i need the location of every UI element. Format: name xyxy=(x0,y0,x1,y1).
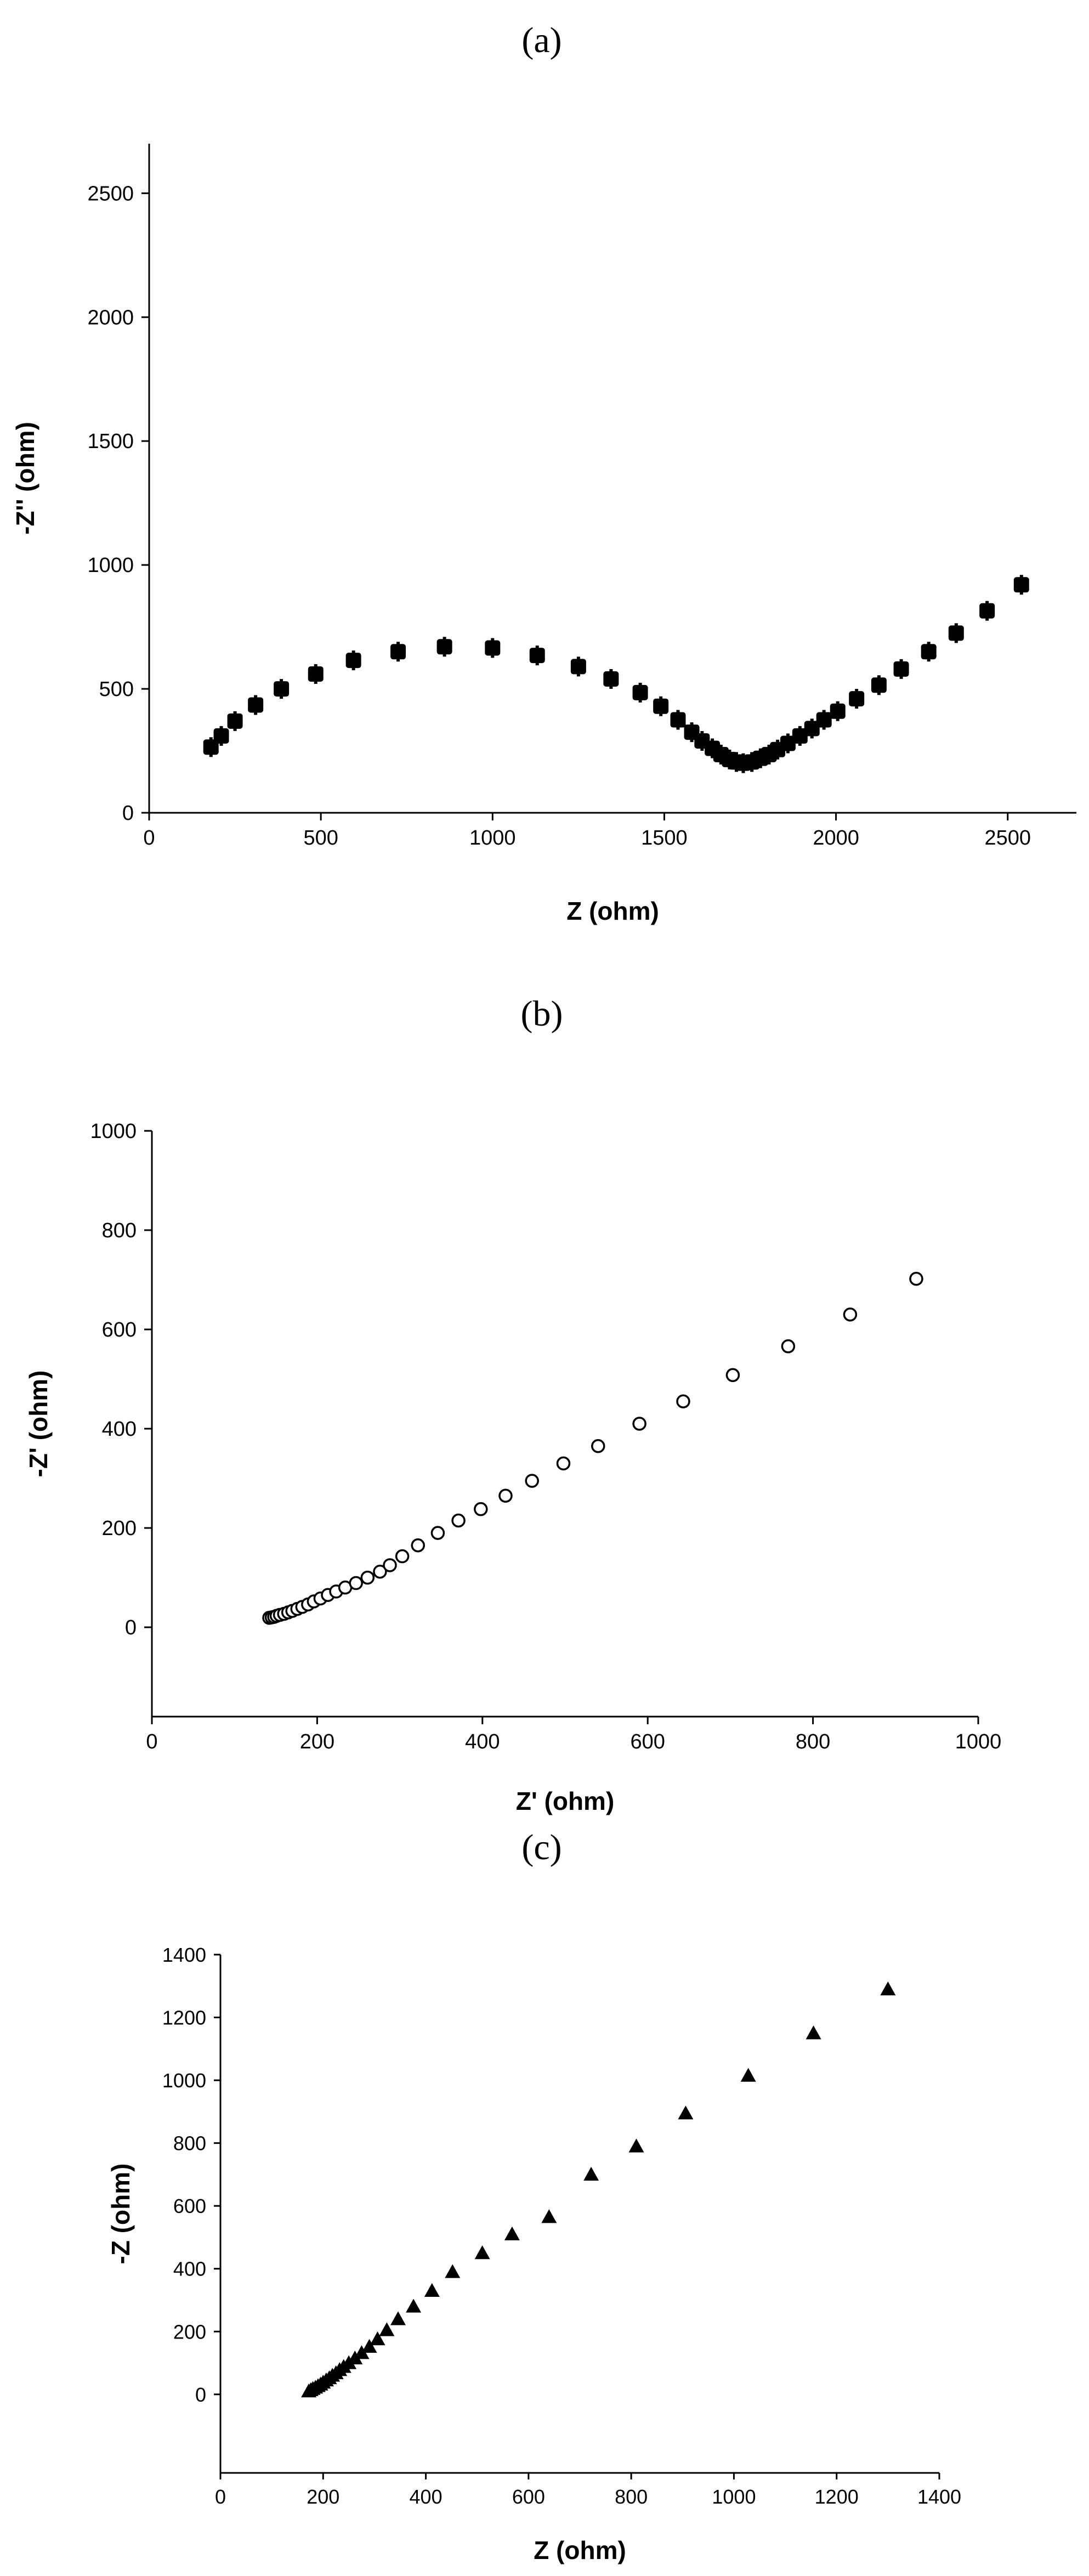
data-point xyxy=(370,2331,385,2346)
data-point xyxy=(909,1271,923,1286)
y-tick-label: 800 xyxy=(102,1219,137,1242)
chart-a: 0 500 1000 1500 2000 2500 0 500 1000 1500 2000 2500… xyxy=(11,144,1076,925)
x-tick-label: 0 xyxy=(146,1730,157,1753)
data-point xyxy=(395,1549,410,1564)
panel-c-label: (c) xyxy=(521,1827,561,1867)
y-tick-label: 200 xyxy=(173,2320,206,2343)
x-tick-label: 600 xyxy=(630,1730,665,1753)
y-tick-label: 800 xyxy=(173,2132,206,2155)
data-point xyxy=(424,2283,440,2297)
y-tick-label: 1400 xyxy=(162,1944,206,1966)
data-point xyxy=(360,1570,375,1585)
y-tick-label: 1200 xyxy=(162,2007,206,2029)
x-tick-label: 1500 xyxy=(641,826,688,850)
x-tick-label: 1000 xyxy=(712,2486,756,2508)
data-point xyxy=(591,1439,605,1453)
panel-a-label: (a) xyxy=(521,20,561,60)
x-tick-label: 400 xyxy=(410,2486,443,2508)
x-tick-label: 800 xyxy=(615,2486,648,2508)
x-tick-label: 1000 xyxy=(955,1730,1002,1753)
x-axis-title: Z' (ohm) xyxy=(516,1787,615,1815)
y-tick-label: 0 xyxy=(125,1616,137,1639)
y-tick-label: 500 xyxy=(99,678,134,701)
data-point xyxy=(349,1576,363,1590)
y-tick-label: 1500 xyxy=(87,430,134,453)
data-point xyxy=(498,1488,513,1503)
y-axis-title: -Z'' (ohm) xyxy=(11,422,39,535)
chart-b: 0 200 400 600 800 1000 0 200 400 600 800 1000 Z' (oh… xyxy=(24,1120,1001,1815)
panel-b-label: (b) xyxy=(521,994,563,1034)
data-point xyxy=(504,2226,520,2240)
x-axis-title: Z (ohm) xyxy=(566,897,659,925)
y-tick-label: 1000 xyxy=(87,554,134,577)
x-tick-label: 600 xyxy=(512,2486,545,2508)
data-point xyxy=(628,2138,644,2153)
data-point xyxy=(373,1564,387,1579)
data-point xyxy=(451,1513,466,1528)
y-tick-label: 1000 xyxy=(162,2069,206,2092)
data-point xyxy=(361,2339,377,2353)
y-tick-label: 1000 xyxy=(90,1120,137,1143)
data-point xyxy=(725,1368,740,1383)
x-tick-label: 400 xyxy=(465,1730,500,1753)
data-point xyxy=(583,2166,599,2181)
x-tick-label: 800 xyxy=(796,1730,830,1753)
x-tick-label: 1400 xyxy=(917,2486,961,2508)
y-tick-label: 400 xyxy=(173,2258,206,2280)
data-point xyxy=(525,1474,539,1488)
x-tick-label: 0 xyxy=(215,2486,226,2508)
data-point xyxy=(843,1307,858,1322)
x-tick-label: 1000 xyxy=(469,826,516,850)
data-point xyxy=(556,1456,571,1471)
data-point xyxy=(781,1339,796,1354)
data-point xyxy=(390,2311,406,2325)
y-tick-label: 600 xyxy=(173,2195,206,2217)
x-tick-label: 200 xyxy=(307,2486,339,2508)
data-point xyxy=(740,2068,756,2082)
chart-c: 0 200 400 600 800 1000 1200 1400 0 200 400 600 800 10… xyxy=(106,1944,961,2564)
data-point xyxy=(383,1558,397,1572)
x-tick-label: 2000 xyxy=(813,826,859,850)
data-point xyxy=(880,1981,896,1996)
x-tick-label: 500 xyxy=(303,826,338,850)
data-point xyxy=(474,2245,490,2260)
x-tick-label: 200 xyxy=(300,1730,334,1753)
x-tick-label: 0 xyxy=(143,826,155,850)
y-tick-label: 600 xyxy=(102,1318,137,1341)
data-point xyxy=(430,1526,445,1540)
y-axis-title: -Z' (ohm) xyxy=(24,1371,53,1477)
y-tick-label: 0 xyxy=(195,2383,206,2406)
x-axis-title: Z (ohm) xyxy=(534,2536,626,2564)
data-point xyxy=(411,1538,426,1553)
data-point xyxy=(678,2105,694,2120)
data-point xyxy=(474,1502,488,1516)
y-tick-label: 400 xyxy=(102,1418,137,1441)
data-point xyxy=(354,2345,370,2359)
y-tick-label: 2000 xyxy=(87,306,134,329)
data-point xyxy=(406,2298,422,2313)
data-point xyxy=(676,1394,690,1409)
y-tick-label: 0 xyxy=(122,802,134,825)
y-axis-title: -Z (ohm) xyxy=(106,2164,135,2264)
y-tick-label: 2500 xyxy=(87,182,134,205)
data-point xyxy=(632,1417,646,1431)
data-point xyxy=(541,2209,557,2223)
data-point xyxy=(445,2264,461,2278)
x-tick-label: 1200 xyxy=(815,2486,859,2508)
data-point xyxy=(379,2322,395,2336)
x-tick-label: 2500 xyxy=(984,826,1031,850)
y-tick-label: 200 xyxy=(102,1517,137,1540)
data-point xyxy=(806,2025,821,2040)
